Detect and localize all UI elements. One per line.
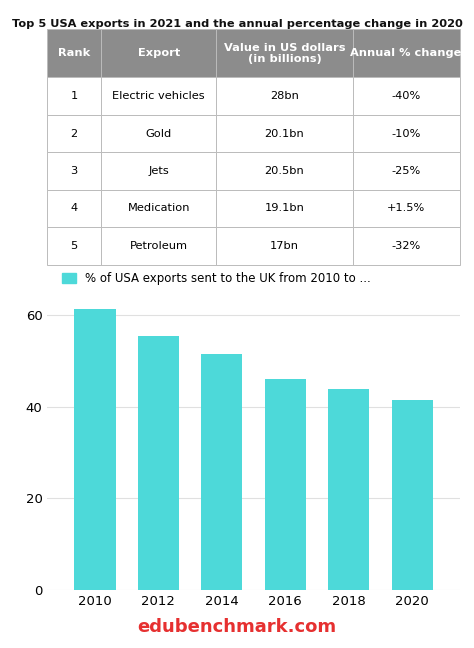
Bar: [328, 389, 369, 590]
Text: Top 5 USA exports in 2021 and the annual percentage change in 2020: Top 5 USA exports in 2021 and the annual…: [11, 19, 463, 29]
Bar: [392, 400, 433, 590]
Legend: % of USA exports sent to the UK from 2010 to ...: % of USA exports sent to the UK from 201…: [62, 272, 371, 285]
Bar: [264, 380, 306, 590]
Bar: [74, 308, 116, 590]
Bar: [201, 354, 243, 590]
Text: edubenchmark.com: edubenchmark.com: [137, 618, 337, 636]
Bar: [138, 336, 179, 590]
